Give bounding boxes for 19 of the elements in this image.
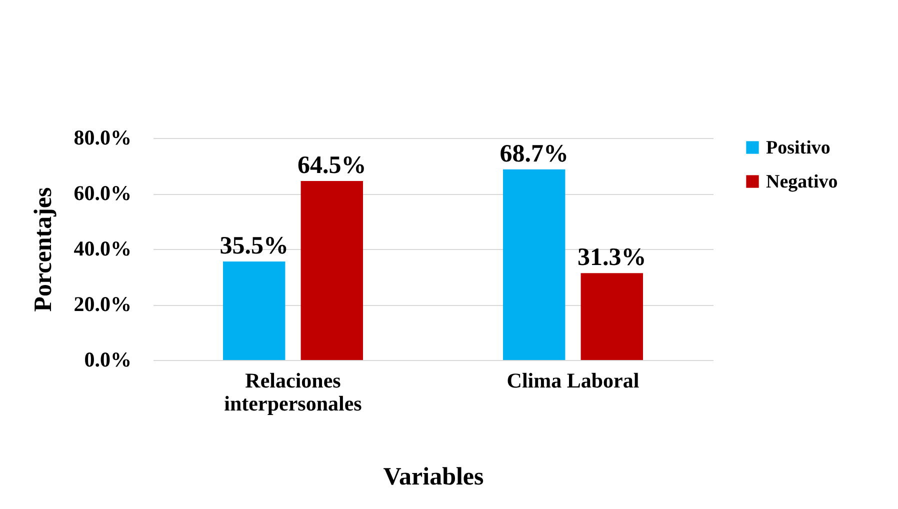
y-tick-label: 20.0% (74, 292, 132, 316)
legend-label: Positivo (766, 138, 830, 158)
y-tick-label: 0.0% (84, 348, 132, 372)
bar (580, 273, 643, 360)
x-axis-title: Variables (383, 464, 484, 490)
y-tick-label: 80.0% (74, 126, 132, 150)
data-label: 64.5% (298, 152, 366, 180)
data-label: 68.7% (500, 140, 568, 168)
bar (503, 169, 566, 360)
data-label: 35.5% (220, 232, 288, 260)
y-tick-label: 40.0% (74, 236, 132, 260)
bar (300, 181, 363, 360)
x-tick-label: Relaciones interpersonales (224, 368, 362, 416)
y-tick-label: 60.0% (74, 181, 132, 205)
y-axis-title: Porcentajes (30, 186, 57, 312)
bar (223, 261, 286, 360)
data-label: 31.3% (578, 244, 646, 272)
legend-label: Negativo (766, 172, 838, 192)
x-tick-label: Clima Laboral (506, 368, 640, 392)
